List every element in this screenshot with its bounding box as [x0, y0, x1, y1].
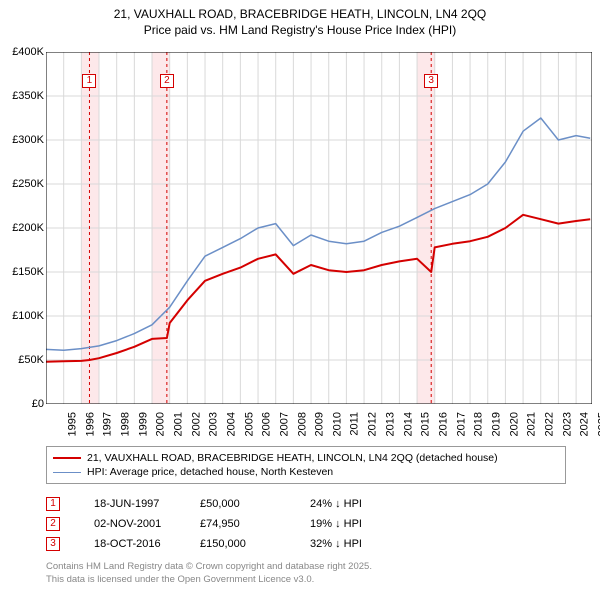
legend-label: 21, VAUXHALL ROAD, BRACEBRIDGE HEATH, LI… [87, 452, 498, 464]
chart-container: 21, VAUXHALL ROAD, BRACEBRIDGE HEATH, LI… [0, 0, 600, 590]
x-tick-label: 2000 [155, 412, 167, 436]
legend-item: 21, VAUXHALL ROAD, BRACEBRIDGE HEATH, LI… [53, 451, 559, 465]
x-tick-label: 2013 [385, 412, 397, 436]
x-tick-label: 2025 [597, 412, 600, 436]
y-tick-label: £50K [18, 354, 44, 366]
sale-marker-icon: 3 [46, 537, 60, 551]
table-row: 1 18-JUN-1997 £50,000 24% ↓ HPI [46, 494, 566, 514]
x-tick-label: 2015 [420, 412, 432, 436]
sale-date: 18-OCT-2016 [70, 538, 190, 550]
y-tick-label: £250K [12, 178, 44, 190]
x-tick-label: 2010 [332, 412, 344, 436]
sale-price: £50,000 [200, 498, 300, 510]
table-row: 3 18-OCT-2016 £150,000 32% ↓ HPI [46, 534, 566, 554]
x-tick-label: 1999 [137, 412, 149, 436]
sale-price: £74,950 [200, 518, 300, 530]
x-tick-label: 2020 [508, 412, 520, 436]
legend-label: HPI: Average price, detached house, Nort… [87, 466, 333, 478]
y-tick-label: £150K [12, 266, 44, 278]
x-tick-label: 1995 [66, 412, 78, 436]
x-tick-label: 2016 [438, 412, 450, 436]
plot-area [46, 52, 592, 404]
title-line-1: 21, VAUXHALL ROAD, BRACEBRIDGE HEATH, LI… [10, 6, 590, 22]
sale-price: £150,000 [200, 538, 300, 550]
footer-attribution: Contains HM Land Registry data © Crown c… [46, 561, 372, 586]
title-line-2: Price paid vs. HM Land Registry's House … [10, 22, 590, 38]
sale-marker-icon: 2 [46, 517, 60, 531]
y-tick-label: £100K [12, 310, 44, 322]
x-tick-label: 2006 [261, 412, 273, 436]
chart-svg [46, 52, 592, 404]
y-tick-label: £0 [32, 398, 44, 410]
sale-date: 18-JUN-1997 [70, 498, 190, 510]
y-tick-label: £300K [12, 134, 44, 146]
x-tick-label: 2017 [455, 412, 467, 436]
sale-delta: 32% ↓ HPI [310, 538, 566, 550]
x-tick-label: 2003 [208, 412, 220, 436]
x-tick-label: 2004 [226, 412, 238, 436]
chart-title: 21, VAUXHALL ROAD, BRACEBRIDGE HEATH, LI… [0, 0, 600, 42]
x-tick-label: 2019 [491, 412, 503, 436]
y-tick-label: £200K [12, 222, 44, 234]
x-tick-label: 2001 [173, 412, 185, 436]
x-tick-label: 2002 [190, 412, 202, 436]
x-tick-label: 2018 [473, 412, 485, 436]
sales-table: 1 18-JUN-1997 £50,000 24% ↓ HPI 2 02-NOV… [46, 494, 566, 554]
sale-delta: 19% ↓ HPI [310, 518, 566, 530]
x-tick-label: 1998 [119, 412, 131, 436]
legend: 21, VAUXHALL ROAD, BRACEBRIDGE HEATH, LI… [46, 446, 566, 484]
sale-marker-box: 2 [160, 74, 174, 88]
y-tick-label: £350K [12, 90, 44, 102]
footer-line-2: This data is licensed under the Open Gov… [46, 574, 372, 586]
sale-date: 02-NOV-2001 [70, 518, 190, 530]
legend-item: HPI: Average price, detached house, Nort… [53, 465, 559, 479]
x-tick-label: 2005 [243, 412, 255, 436]
x-tick-label: 1996 [84, 412, 96, 436]
x-tick-label: 2024 [579, 412, 591, 436]
footer-line-1: Contains HM Land Registry data © Crown c… [46, 561, 372, 573]
x-tick-label: 1997 [102, 412, 114, 436]
x-tick-label: 2023 [561, 412, 573, 436]
x-tick-label: 2021 [526, 412, 538, 436]
x-tick-label: 2008 [296, 412, 308, 436]
legend-swatch [53, 472, 81, 473]
x-tick-label: 2011 [348, 412, 360, 436]
x-tick-label: 2022 [544, 412, 556, 436]
sale-marker-icon: 1 [46, 497, 60, 511]
sale-marker-box: 1 [82, 74, 96, 88]
x-tick-label: 2014 [402, 412, 414, 436]
x-tick-label: 2007 [279, 412, 291, 436]
table-row: 2 02-NOV-2001 £74,950 19% ↓ HPI [46, 514, 566, 534]
sale-marker-box: 3 [424, 74, 438, 88]
sale-delta: 24% ↓ HPI [310, 498, 566, 510]
legend-swatch [53, 457, 81, 459]
x-tick-label: 2009 [314, 412, 326, 436]
x-tick-label: 2012 [367, 412, 379, 436]
y-tick-label: £400K [12, 46, 44, 58]
